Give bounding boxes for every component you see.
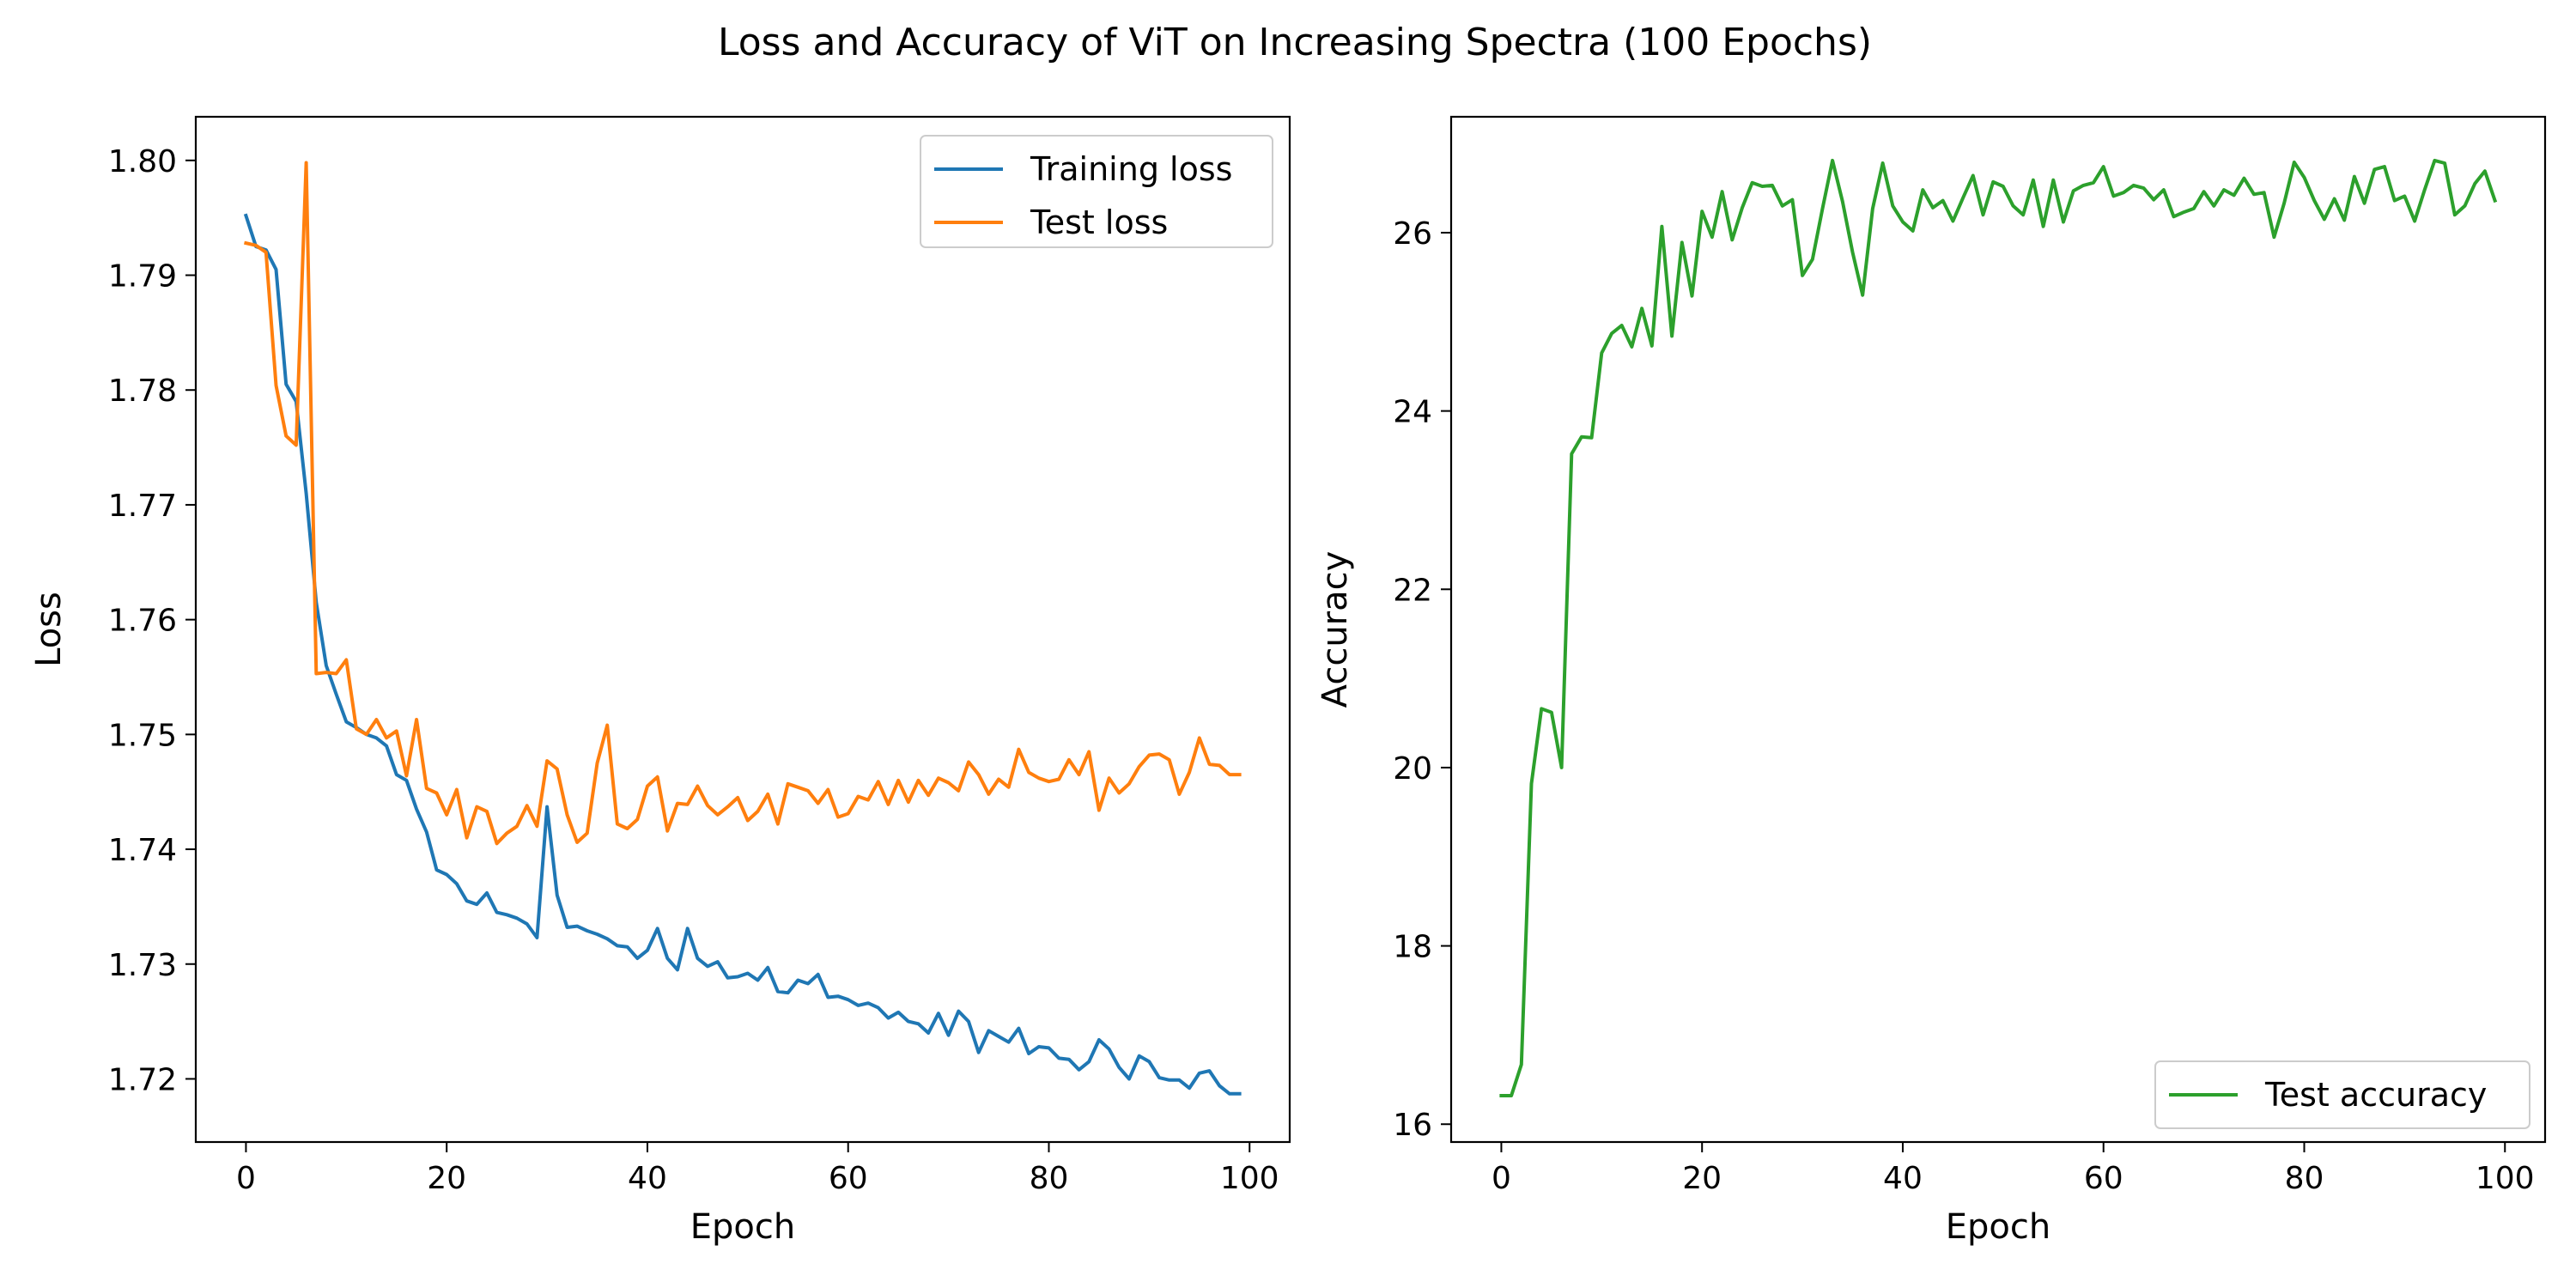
legend-label: Test loss (1030, 204, 1168, 241)
plot-frame (1449, 115, 2547, 1144)
x-tick-label: 60 (2084, 1161, 2123, 1196)
x-axis-label: Epoch (1946, 1207, 2050, 1247)
y-tick-label: 1.77 (108, 489, 177, 524)
legend-box (2154, 1060, 2530, 1129)
x-tick-label: 40 (1883, 1161, 1923, 1196)
legend: Test accuracy (2154, 1060, 2530, 1129)
x-tick-label: 0 (236, 1161, 256, 1196)
x-tick-label: 100 (1220, 1161, 1279, 1196)
x-tick-label: 20 (427, 1161, 466, 1196)
series-line-test-loss (244, 161, 1242, 846)
loss-chart: 0 20 40 60 80 100 1.72 1.73 1.74 1.75 1.76 1.77 1.78… (29, 115, 1291, 1247)
legend: Training loss Test loss (920, 135, 1273, 248)
y-tick-label: 1.74 (108, 833, 177, 868)
x-tick-label: 0 (1492, 1161, 1511, 1196)
y-axis-label: Accuracy (1315, 551, 1355, 708)
x-tick-label: 40 (628, 1161, 667, 1196)
y-tick-label: 20 (1393, 751, 1432, 787)
figure-title: Loss and Accuracy of ViT on Increasing S… (718, 21, 1872, 64)
y-axis-label: Loss (29, 592, 69, 667)
x-tick-label: 100 (2476, 1161, 2535, 1196)
accuracy-chart: 0 20 40 60 80 100 16 18 20 22 24 26 Epoch Accuracy Tes… (1315, 115, 2547, 1247)
y-tick-label: 1.80 (108, 144, 177, 179)
legend-label: Training loss (1030, 150, 1232, 188)
x-tick-label: 80 (2285, 1161, 2324, 1196)
x-axis-label: Epoch (690, 1207, 795, 1247)
legend-box (920, 135, 1273, 248)
y-tick-label: 22 (1393, 573, 1432, 608)
y-tick-label: 1.73 (108, 948, 177, 983)
plot-frame (194, 115, 1291, 1144)
y-tick-label: 1.79 (108, 259, 177, 295)
y-tick-label: 1.78 (108, 374, 177, 409)
y-tick-label: 24 (1393, 395, 1432, 430)
y-tick-label: 1.75 (108, 718, 177, 753)
legend-label: Test accuracy (2264, 1076, 2487, 1114)
y-tick-label: 26 (1393, 216, 1432, 252)
y-tick-label: 1.76 (108, 604, 177, 639)
series-line-test-accuracy (1499, 158, 2498, 1097)
x-tick-label: 60 (829, 1161, 868, 1196)
y-tick-label: 1.72 (108, 1062, 177, 1097)
y-tick-label: 16 (1393, 1108, 1432, 1143)
series-line-training-loss (243, 213, 1242, 1096)
y-tick-label: 18 (1393, 930, 1432, 965)
x-tick-label: 80 (1030, 1161, 1069, 1196)
x-tick-label: 20 (1682, 1161, 1722, 1196)
